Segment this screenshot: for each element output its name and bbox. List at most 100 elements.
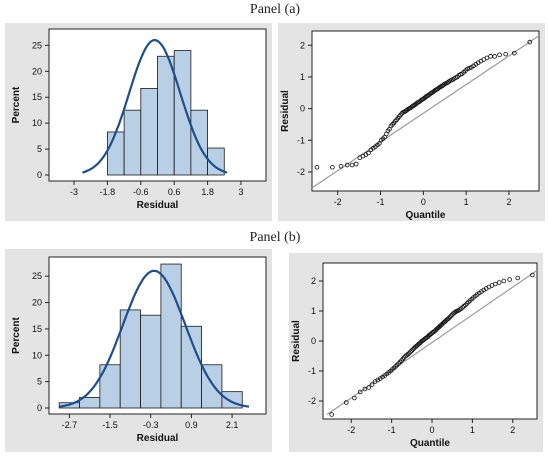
- y-tick-label: 25: [32, 271, 42, 281]
- qq-point: [366, 150, 371, 156]
- y-tick-label: 1: [300, 72, 305, 82]
- qq-point: [467, 65, 472, 71]
- x-axis-title: Quantile: [405, 210, 445, 221]
- qq-point: [484, 55, 490, 61]
- histogram-bar: [140, 314, 162, 409]
- qq-point: [314, 164, 320, 170]
- x-tick-label: -3: [70, 187, 78, 197]
- qq-point: [410, 347, 416, 352]
- qq-point: [447, 314, 453, 320]
- qq-point: [329, 412, 335, 417]
- y-axis-title: Residual: [280, 90, 291, 132]
- qq-point: [366, 385, 372, 390]
- qq-point: [497, 52, 502, 58]
- y-axis-title: Percent: [11, 86, 22, 123]
- qq-point: [448, 313, 454, 319]
- x-tick-label: 2: [510, 425, 515, 435]
- x-tick-label: 1: [470, 425, 475, 435]
- y-tick-label: 15: [32, 92, 42, 102]
- y-tick-label: 0: [311, 336, 316, 346]
- qq-point: [496, 280, 502, 285]
- qq-point: [511, 50, 517, 56]
- qq-point: [357, 389, 363, 395]
- qq-point: [408, 349, 413, 355]
- qq-point: [493, 281, 498, 287]
- panel-a-histogram-svg: 0 5 10 15 20 25 -3 -1.8 -0.6 0.6 1.8 3 Residual Perce…: [11, 28, 267, 211]
- y-tick-label: 10: [32, 118, 42, 128]
- x-tick-label: 2: [507, 197, 512, 207]
- x-tick-label: 0.9: [185, 420, 198, 430]
- qq-point: [369, 382, 375, 387]
- y-tick-label: 5: [37, 377, 42, 387]
- histogram-bar: [123, 109, 142, 176]
- x-axis-title: Residual: [137, 433, 179, 444]
- x-tick-label: -1.5: [102, 420, 118, 430]
- panel-b-qq-plot: -2 -1 0 1 2 -2 -1 0 1 2 Quantile Residual: [289, 253, 543, 452]
- qq-point: [409, 348, 415, 353]
- qq-point: [353, 161, 359, 167]
- qq-point: [503, 51, 508, 57]
- histogram-bar: [173, 50, 192, 176]
- x-tick-label: 0.6: [168, 187, 181, 197]
- x-tick-label: 1: [464, 197, 469, 207]
- qq-point: [344, 400, 349, 405]
- x-axis-title: Residual: [137, 200, 179, 211]
- y-tick-label: 0: [37, 403, 42, 413]
- y-tick-label: 2: [300, 40, 305, 50]
- panel-a-qq-svg: -2 -1 0 1 2 -2 -1 0 1 2 Quantile Residual: [280, 30, 540, 221]
- qq-point: [530, 272, 535, 278]
- panel-b-label: Panel (b): [249, 230, 301, 245]
- y-axis-title: Percent: [11, 316, 22, 353]
- qq-point: [458, 306, 464, 311]
- qq-point: [338, 163, 344, 169]
- qq-point: [405, 351, 411, 357]
- y-tick-label: 25: [32, 40, 42, 50]
- x-tick-label: 0: [430, 425, 435, 435]
- normal-density-curve: [82, 38, 228, 174]
- qq-point: [515, 275, 521, 281]
- x-tick-label: 3: [238, 187, 243, 197]
- y-tick-label: 0: [300, 104, 305, 114]
- qq-point: [352, 395, 357, 401]
- x-axis-title: Quantile: [410, 438, 450, 449]
- normal-density-curve: [58, 269, 250, 408]
- panel-b-histogram-svg: 0 5 10 15 20 25 -2.7 -1.5 -0.3 0.9 2.1 Residual Perc…: [11, 256, 267, 444]
- histogram-bar: [207, 147, 225, 176]
- y-tick-label: -2: [297, 167, 305, 177]
- y-tick-label: 15: [32, 324, 42, 334]
- x-tick-label: -2: [334, 197, 342, 207]
- y-tick-label: 10: [32, 350, 42, 360]
- x-tick-label: 2.1: [226, 420, 239, 430]
- reference-line: [311, 35, 540, 189]
- panel-a-label: Panel (a): [249, 2, 301, 17]
- y-tick-label: 1: [311, 306, 316, 316]
- panel-b-histogram: 0 5 10 15 20 25 -2.7 -1.5 -0.3 0.9 2.1 Residual Perc…: [5, 249, 272, 452]
- y-tick-label: 0: [37, 170, 42, 180]
- qq-point: [330, 164, 335, 170]
- histogram-bar: [157, 55, 175, 176]
- histogram-bar: [190, 109, 208, 176]
- histogram-bar: [107, 131, 125, 176]
- y-tick-label: 5: [37, 144, 42, 154]
- plot-frame: [311, 30, 540, 192]
- panel-a-histogram: 0 5 10 15 20 25 -3 -1.8 -0.6 0.6 1.8 3 Residual Perce…: [5, 23, 272, 221]
- qq-point: [446, 315, 452, 321]
- y-axis-title: Residual: [291, 320, 302, 362]
- x-tick-label: -2: [347, 425, 355, 435]
- y-tick-label: -2: [308, 396, 316, 406]
- qq-point: [349, 162, 355, 168]
- panel-b-qq-svg: -2 -1 0 1 2 -2 -1 0 1 2 Quantile Residual: [291, 262, 538, 449]
- qq-point: [492, 54, 497, 59]
- x-tick-label: -1: [388, 425, 396, 435]
- y-tick-label: -1: [297, 135, 305, 145]
- y-tick-label: 20: [32, 66, 42, 76]
- x-tick-label: -0.6: [133, 187, 149, 197]
- histogram-bar: [140, 88, 158, 176]
- qq-point: [527, 39, 533, 45]
- x-tick-label: -0.3: [143, 420, 159, 430]
- y-tick-label: 20: [32, 298, 42, 308]
- panel-a-qq-plot: -2 -1 0 1 2 -2 -1 0 1 2 Quantile Residual: [278, 23, 545, 221]
- x-tick-label: -1.8: [100, 187, 116, 197]
- qq-point: [407, 350, 412, 356]
- y-tick-label: 2: [311, 276, 316, 286]
